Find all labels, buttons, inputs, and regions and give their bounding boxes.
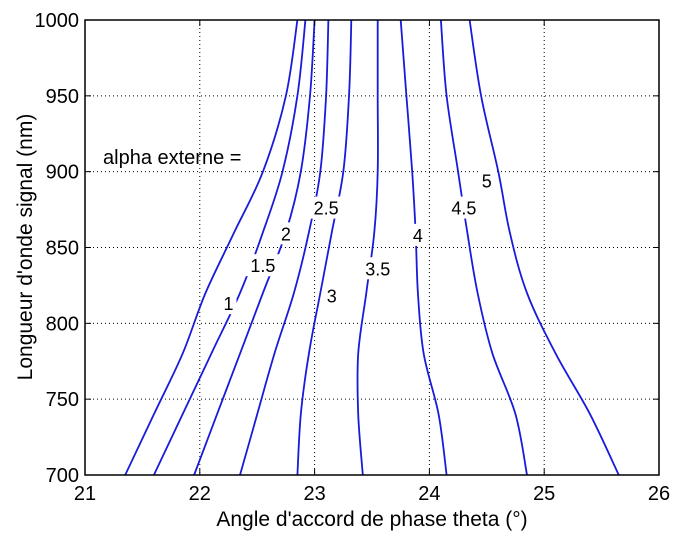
contour-label-bg	[308, 196, 345, 219]
contour-label-2: 2	[281, 224, 291, 244]
contour-label-bg	[220, 292, 237, 315]
contour-line-5	[468, 19, 620, 476]
y-tick-label: 750	[46, 389, 79, 411]
contour-line-1	[124, 19, 299, 476]
contour-line-3.5	[356, 20, 379, 476]
contour-line-2.5	[239, 19, 330, 476]
y-tick-label: 1000	[35, 10, 80, 32]
contour-label-bg	[359, 257, 396, 280]
y-tick-label: 800	[46, 313, 79, 335]
annotation-alpha-externe: alpha externe =	[103, 147, 241, 169]
contour-label-bg	[323, 284, 340, 307]
contour-label-bg	[277, 222, 294, 245]
y-tick-label: 850	[46, 238, 79, 260]
y-tick-label: 900	[46, 162, 79, 184]
y-axis-label: Longueur d'onde signal (nm)	[14, 114, 37, 381]
contour-line-2	[193, 19, 316, 476]
contour-label-bg	[409, 223, 426, 246]
x-tick-label: 21	[74, 483, 96, 505]
contour-labels: 1 1.5 2 2.5 3 3.5 4 4.5 5	[220, 169, 495, 315]
contour-label-3: 3	[327, 287, 337, 307]
y-tick-label: 950	[46, 86, 79, 108]
contour-line-3	[296, 19, 353, 476]
contour-label-bg	[244, 254, 281, 277]
contour-label-4.5: 4.5	[451, 199, 476, 219]
contour-line-4	[399, 19, 448, 476]
contour-label-2.5: 2.5	[314, 199, 339, 219]
x-tick-label: 22	[189, 483, 211, 505]
x-axis-label: Angle d'accord de phase theta (°)	[216, 508, 527, 531]
contour-label-5: 5	[482, 171, 492, 191]
contour-line-4.5	[440, 19, 528, 476]
x-tick-label: 24	[418, 483, 440, 505]
x-tick-label: 26	[648, 483, 670, 505]
contour-label-4: 4	[413, 226, 423, 246]
contour-lines	[124, 19, 620, 476]
contour-label-1: 1	[223, 294, 233, 314]
contour-label-bg	[445, 196, 482, 219]
contour-label-1.5: 1.5	[250, 256, 275, 276]
x-tick-label: 23	[303, 483, 325, 505]
contour-label-bg	[478, 169, 495, 192]
x-tick-label: 25	[533, 483, 555, 505]
y-tick-label: 700	[46, 465, 79, 487]
contour-label-3.5: 3.5	[365, 259, 390, 279]
